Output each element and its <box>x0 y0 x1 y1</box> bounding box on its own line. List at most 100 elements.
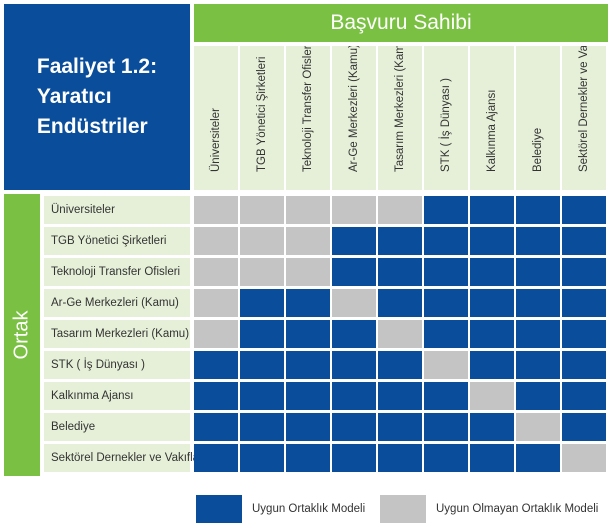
legend-item-suitable: Uygun Ortaklık Modeli <box>196 494 365 524</box>
matrix-cell-suitable <box>240 320 284 348</box>
matrix-cell-suitable <box>424 196 468 224</box>
matrix-cell-unsuitable <box>194 320 238 348</box>
matrix-cell-suitable <box>470 320 514 348</box>
matrix-cell-suitable <box>378 382 422 410</box>
matrix-cell-suitable <box>240 351 284 379</box>
matrix-cell-suitable <box>470 258 514 286</box>
matrix-cell-suitable <box>516 444 560 472</box>
matrix-cell-suitable <box>286 382 330 410</box>
row-header: STK ( İş Dünyası ) <box>44 351 190 379</box>
matrix-cell-suitable <box>470 196 514 224</box>
matrix-cell-suitable <box>516 289 560 317</box>
matrix-cell-suitable <box>562 196 606 224</box>
row-header: Belediye <box>44 413 190 441</box>
matrix-cell-suitable <box>378 258 422 286</box>
title-line-3: Endüstriler <box>36 115 148 138</box>
column-header-label: Ar-Ge Merkezleri (Kamu) <box>348 46 360 172</box>
matrix-cell-suitable <box>332 413 376 441</box>
matrix-cell-suitable <box>562 382 606 410</box>
matrix-cell-suitable <box>516 320 560 348</box>
matrix-cell-unsuitable <box>240 196 284 224</box>
matrix-cell-suitable <box>378 351 422 379</box>
legend-label-suitable: Uygun Ortaklık Modeli <box>252 503 366 515</box>
column-header-label: Üniversiteler <box>210 108 222 172</box>
column-headers: Üniversiteler TGB Yönetici Şirketleri Tekn… <box>194 46 608 192</box>
matrix-cell-suitable <box>332 351 376 379</box>
column-header-label: Belediye <box>532 127 544 172</box>
matrix-cell-suitable <box>424 413 468 441</box>
matrix-cell-suitable <box>194 382 238 410</box>
matrix-cell-unsuitable <box>332 289 376 317</box>
column-header-label: Kalkınma Ajansı <box>486 89 498 172</box>
matrix-cell-unsuitable <box>378 320 422 348</box>
legend-label-unsuitable: Uygun Olmayan Ortaklık Modeli <box>436 503 599 515</box>
matrix-cell-suitable <box>332 227 376 255</box>
matrix-cell-suitable <box>332 382 376 410</box>
column-header: STK ( İş Dünyası ) <box>424 46 468 190</box>
matrix-cell-suitable <box>424 444 468 472</box>
row-header: Üniversiteler <box>44 196 190 224</box>
matrix-cell-unsuitable <box>424 351 468 379</box>
column-header: Belediye <box>516 46 560 190</box>
matrix-cell-suitable <box>470 289 514 317</box>
matrix-cell-suitable <box>562 320 606 348</box>
matrix-cell-unsuitable <box>286 258 330 286</box>
matrix-cell-suitable <box>562 413 606 441</box>
partner-side-header: Ortak <box>4 194 40 476</box>
matrix-cell-suitable <box>470 444 514 472</box>
row-header: Kalkınma Ajansı <box>44 382 190 410</box>
matrix-cell-suitable <box>240 413 284 441</box>
column-header: Kalkınma Ajansı <box>470 46 514 190</box>
title-line-2: Yaratıcı <box>36 85 112 108</box>
legend-swatch-unsuitable <box>380 495 426 523</box>
row-header: TGB Yönetici Şirketleri <box>44 227 190 255</box>
matrix-cell-suitable <box>378 227 422 255</box>
matrix-cell-suitable <box>286 289 330 317</box>
matrix-cell-unsuitable <box>332 196 376 224</box>
matrix-cell-suitable <box>516 227 560 255</box>
row-header: Tasarım Merkezleri (Kamu) <box>44 320 190 348</box>
column-header-label: Sektörel Dernekler ve Vakıflar <box>578 46 590 172</box>
title-box: Faaliyet 1.2: Yaratıcı Endüstriler <box>4 4 190 190</box>
column-header: Tasarım Merkezleri (Kamu) <box>378 46 422 190</box>
matrix-cell-suitable <box>516 258 560 286</box>
matrix-cell-suitable <box>424 227 468 255</box>
matrix-cell-suitable <box>286 413 330 441</box>
matrix-cell-suitable <box>424 382 468 410</box>
partnership-matrix <box>194 196 608 478</box>
legend-item-unsuitable: Uygun Olmayan Ortaklık Modeli <box>380 494 598 524</box>
matrix-cell-suitable <box>424 320 468 348</box>
matrix-cell-suitable <box>194 444 238 472</box>
matrix-cell-suitable <box>240 289 284 317</box>
matrix-cell-unsuitable <box>240 258 284 286</box>
matrix-cell-suitable <box>562 351 606 379</box>
matrix-cell-suitable <box>562 289 606 317</box>
matrix-cell-suitable <box>516 382 560 410</box>
matrix-cell-suitable <box>194 351 238 379</box>
matrix-cell-suitable <box>424 258 468 286</box>
applicant-header: Başvuru Sahibi <box>194 4 608 42</box>
matrix-cell-suitable <box>240 444 284 472</box>
matrix-cell-suitable <box>470 351 514 379</box>
matrix-cell-suitable <box>562 258 606 286</box>
column-header: Üniversiteler <box>194 46 238 190</box>
matrix-cell-suitable <box>470 413 514 441</box>
column-header-label: Teknoloji Transfer Ofisleri <box>302 46 314 172</box>
row-header: Ar-Ge Merkezleri (Kamu) <box>44 289 190 317</box>
column-header-label: Tasarım Merkezleri (Kamu) <box>394 46 406 172</box>
matrix-cell-suitable <box>286 351 330 379</box>
matrix-cell-unsuitable <box>516 413 560 441</box>
matrix-cell-suitable <box>424 289 468 317</box>
matrix-cell-suitable <box>516 351 560 379</box>
legend: Uygun Ortaklık Modeli Uygun Olmayan Orta… <box>196 494 608 524</box>
matrix-cell-suitable <box>332 258 376 286</box>
matrix-cell-suitable <box>194 413 238 441</box>
legend-swatch-suitable <box>196 495 242 523</box>
matrix-cell-unsuitable <box>470 382 514 410</box>
matrix-cell-suitable <box>378 444 422 472</box>
matrix-cell-suitable <box>286 444 330 472</box>
matrix-cell-unsuitable <box>240 227 284 255</box>
matrix-cell-suitable <box>470 227 514 255</box>
matrix-cell-unsuitable <box>194 227 238 255</box>
matrix-cell-suitable <box>378 413 422 441</box>
